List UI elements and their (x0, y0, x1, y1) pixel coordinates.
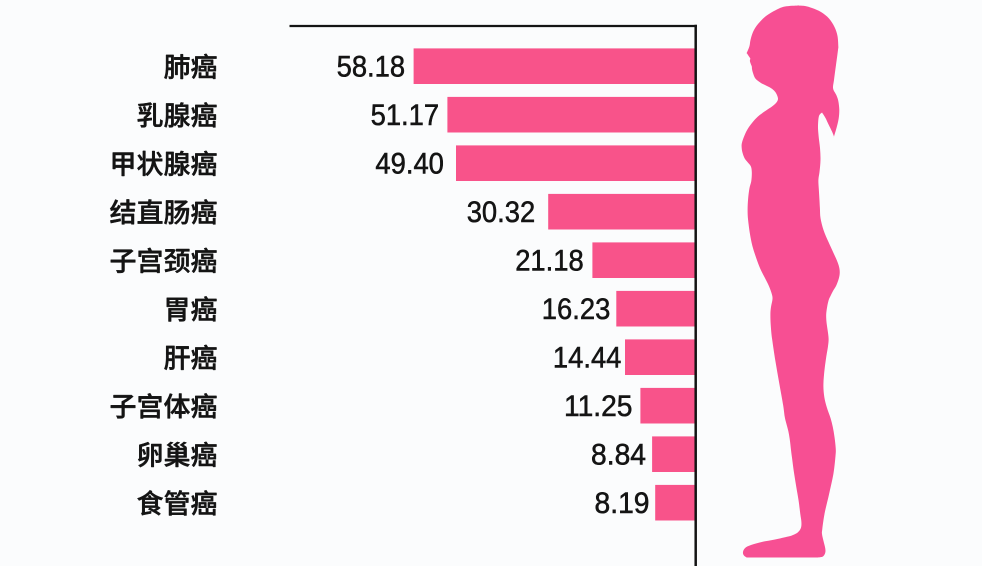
svg-text:8.84: 8.84 (591, 439, 646, 472)
svg-text:16.23: 16.23 (542, 293, 611, 326)
svg-text:21.18: 21.18 (515, 245, 584, 278)
svg-text:8.19: 8.19 (595, 487, 650, 520)
svg-text:49.40: 49.40 (375, 148, 444, 181)
svg-text:30.32: 30.32 (467, 196, 536, 229)
svg-text:58.18: 58.18 (337, 51, 406, 84)
svg-text:11.25: 11.25 (564, 390, 633, 423)
svg-text:14.44: 14.44 (553, 342, 622, 375)
svg-text:51.17: 51.17 (371, 99, 440, 132)
